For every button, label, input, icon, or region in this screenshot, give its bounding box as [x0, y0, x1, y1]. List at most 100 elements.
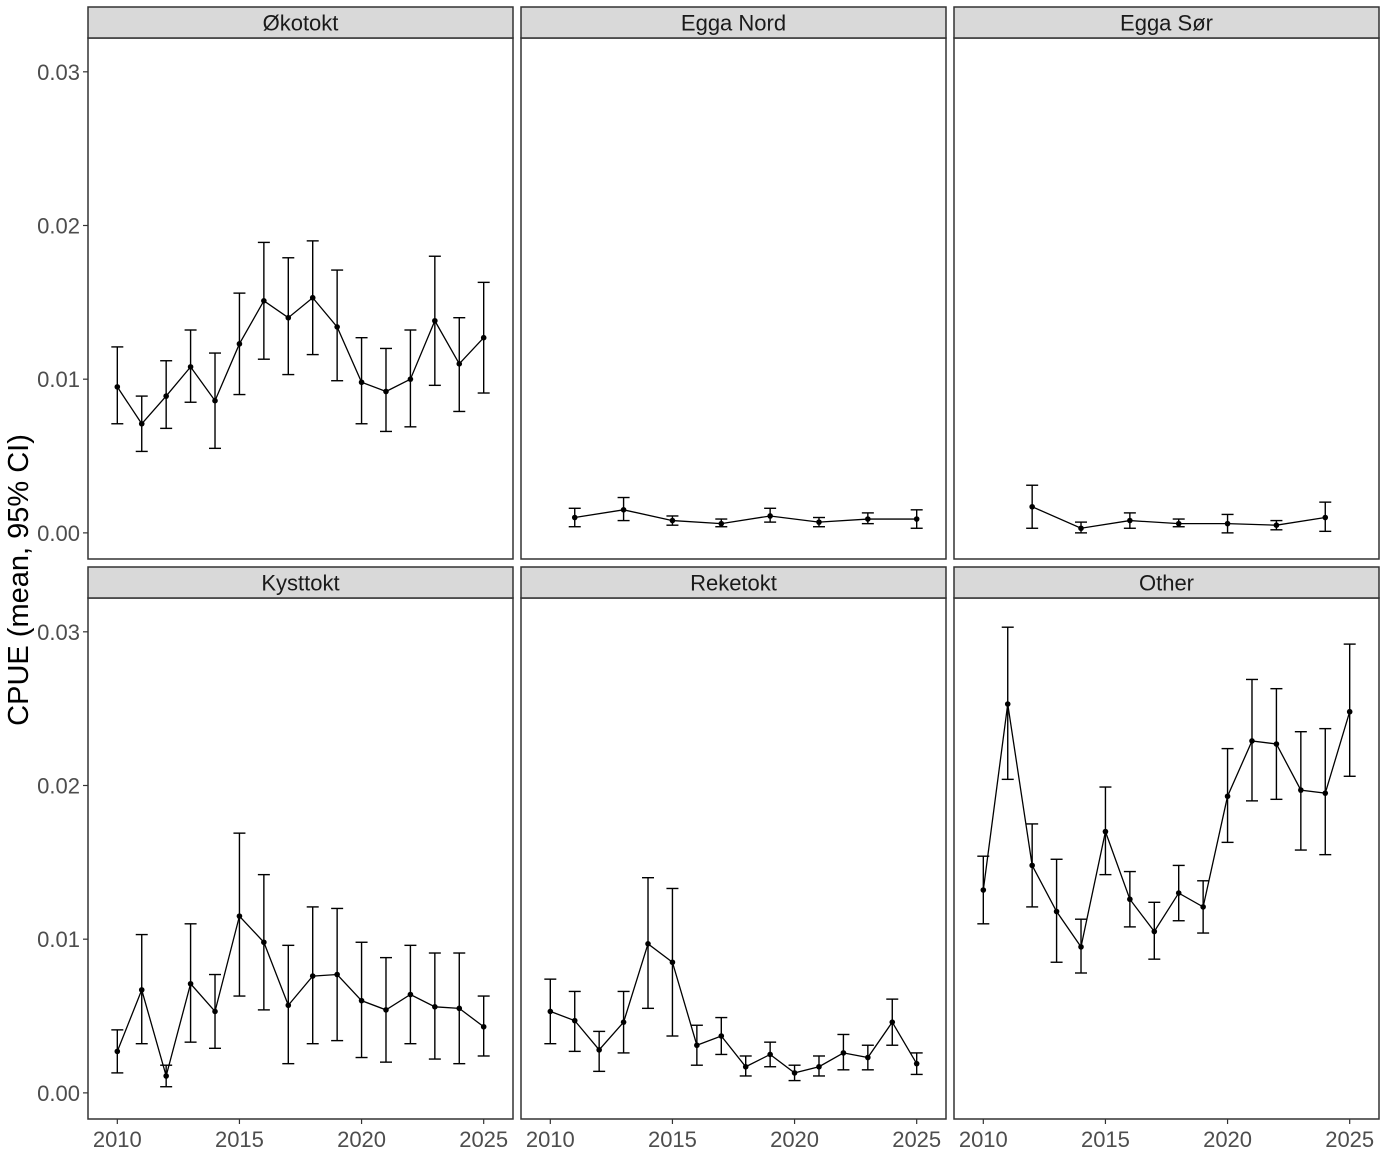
panel-2: Egga Nord: [520, 6, 947, 560]
data-point: [840, 1050, 847, 1056]
panel-1-series-line: [116, 296, 485, 425]
data-point: [1053, 908, 1060, 915]
data-point: [1127, 896, 1133, 903]
data-point: [1224, 793, 1231, 800]
panel-5: Reketokt: [520, 566, 947, 1120]
data-point: [309, 973, 316, 979]
data-point: [212, 397, 218, 404]
x-tick-label: 2010: [959, 1127, 1008, 1152]
data-point: [1298, 787, 1304, 793]
x-tick-label: 2025: [459, 1127, 508, 1152]
data-point: [1273, 522, 1280, 528]
data-point: [309, 294, 316, 301]
data-point: [285, 1002, 292, 1009]
panel-2-series-line: [574, 509, 917, 525]
data-point: [163, 393, 169, 399]
data-point: [163, 1073, 169, 1079]
data-point: [669, 959, 676, 966]
data-point: [1346, 708, 1353, 715]
y-tick-label: 0.00: [37, 1081, 80, 1106]
data-point: [138, 987, 145, 993]
data-point: [980, 887, 987, 893]
data-point: [1200, 904, 1206, 910]
data-point: [383, 388, 389, 395]
panel-3: Egga Sør: [953, 6, 1380, 560]
data-point: [114, 384, 121, 390]
y-tick-label: 0.02: [37, 213, 80, 238]
data-point: [1127, 517, 1133, 524]
y-tick-label: 0.03: [37, 620, 80, 645]
x-tick-label: 2020: [1203, 1127, 1252, 1152]
data-point: [480, 334, 487, 341]
panel-6-border: [953, 597, 1380, 1120]
panel-4-border: [87, 597, 514, 1120]
data-point: [1273, 741, 1280, 747]
data-point: [1322, 790, 1329, 796]
x-tick-label: 2020: [770, 1127, 819, 1152]
data-point: [645, 940, 651, 947]
data-point: [114, 1048, 121, 1055]
x-tick-label: 2025: [892, 1127, 941, 1152]
data-point: [1175, 520, 1182, 527]
data-point: [480, 1023, 487, 1030]
panel-3-strip-label: Egga Sør: [1120, 11, 1213, 36]
data-point: [432, 317, 438, 324]
y-tick-label: 0.01: [37, 367, 80, 392]
data-point: [236, 913, 243, 919]
data-point: [1004, 701, 1011, 707]
data-point: [212, 1008, 218, 1015]
data-point: [1029, 862, 1035, 869]
panel-4-strip: [87, 566, 514, 599]
data-point: [1102, 828, 1109, 835]
data-point: [791, 1070, 798, 1076]
panel-3-strip: [953, 6, 1380, 39]
panel-3-border: [953, 37, 1380, 560]
data-point: [138, 420, 145, 427]
data-point: [669, 517, 676, 524]
data-point: [407, 991, 414, 998]
data-point: [334, 971, 340, 978]
panel-2-strip-label: Egga Nord: [681, 11, 786, 36]
panel-6: Other: [953, 566, 1380, 1120]
panel-1-border: [87, 37, 514, 560]
data-point: [865, 516, 871, 522]
data-point: [694, 1042, 700, 1049]
data-point: [456, 1005, 463, 1012]
data-point: [571, 514, 578, 521]
panel-1-strip-label: Økotokt: [263, 11, 339, 36]
panel-4-strip-label: Kysttokt: [261, 571, 339, 596]
y-tick-label: 0.00: [37, 521, 80, 546]
y-tick-label: 0.01: [37, 927, 80, 952]
panel-4-series-line: [116, 914, 485, 1079]
data-point: [187, 980, 194, 987]
data-point: [187, 364, 194, 370]
data-point: [865, 1054, 871, 1061]
data-point: [913, 1060, 920, 1067]
y-tick-label: 0.03: [37, 60, 80, 85]
panel-5-series-line: [550, 942, 918, 1074]
y-axis-title: CPUE (mean, 95% CI): [3, 434, 35, 726]
data-point: [1249, 738, 1255, 744]
panel-6-strip-label: Other: [1139, 571, 1194, 596]
data-point: [261, 939, 267, 946]
data-point: [571, 1017, 578, 1024]
x-tick-label: 2010: [93, 1127, 142, 1152]
data-point: [816, 519, 822, 525]
data-point: [816, 1063, 822, 1070]
data-point: [767, 513, 773, 519]
x-tick-label: 2020: [337, 1127, 386, 1152]
panel-4: Kysttokt: [87, 566, 514, 1120]
data-point: [889, 1019, 896, 1025]
panel-1-strip: [87, 6, 514, 39]
data-point: [596, 1047, 602, 1053]
panel-1: Økotokt: [87, 6, 514, 560]
data-point: [767, 1051, 773, 1058]
data-point: [1078, 944, 1084, 950]
panel-2-border: [520, 37, 947, 560]
x-tick-label: 2015: [648, 1127, 697, 1152]
x-tick-label: 2015: [1081, 1127, 1130, 1152]
data-point: [1029, 503, 1035, 510]
data-point: [432, 1004, 438, 1010]
panel-5-border: [520, 597, 947, 1120]
